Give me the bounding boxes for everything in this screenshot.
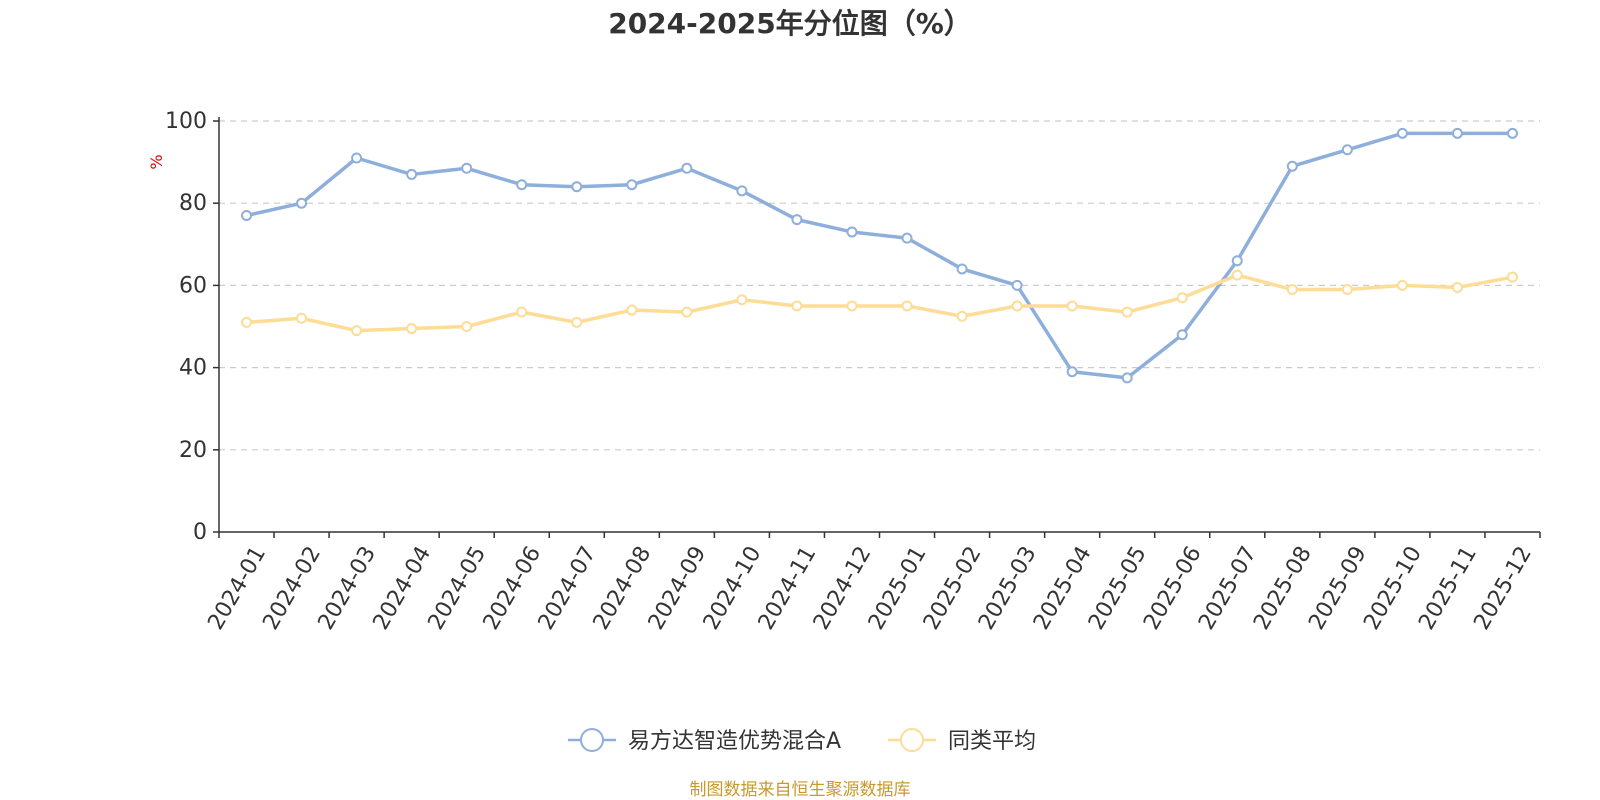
data-point [956,263,968,275]
data-point [1011,300,1023,312]
y-tick-label: 40 [179,356,207,381]
legend-item: 同类平均 [888,728,1036,754]
data-point [1451,281,1463,293]
chart-title: 2024-2025年分位图（%） [608,7,972,40]
data-point [901,232,913,244]
data-point [626,179,638,191]
series-line [244,273,1515,333]
legend-marker [900,728,924,752]
data-point [406,323,418,335]
data-point [241,316,253,328]
data-point [516,306,528,318]
data-point [351,152,363,164]
data-point [1341,144,1353,156]
y-tick-label: 100 [165,109,207,134]
data-point [626,304,638,316]
series-layer [241,127,1518,384]
data-point [791,214,803,226]
series-group [241,127,1518,384]
data-point [1231,255,1243,267]
data-point [296,197,308,209]
data-point [241,210,253,222]
data-point [571,316,583,328]
data-point [571,181,583,193]
data-point [1396,127,1408,139]
data-point [681,306,693,318]
series-line [244,131,1515,380]
data-point [1231,269,1243,281]
data-point [1066,300,1078,312]
legend-item: 易方达智造优势混合A [568,728,841,754]
data-point [1121,372,1133,384]
data-point [1011,279,1023,291]
y-axis-unit-label: % [147,154,166,169]
legend-marker [580,728,604,752]
y-tick-label: 0 [193,520,207,545]
series-group [241,269,1518,337]
x-axis-ticks: 2024-012024-022024-032024-042024-052024-… [203,532,1541,634]
data-point [681,162,693,174]
data-point [791,300,803,312]
y-tick-label: 60 [179,273,207,298]
data-point [1066,366,1078,378]
data-point [1396,279,1408,291]
data-point [1506,271,1518,283]
data-point [736,294,748,306]
data-point [1341,284,1353,296]
data-point [351,325,363,337]
data-point [1286,160,1298,172]
data-point [846,226,858,238]
y-axis-ticks: 0 20 40 60 80 100 [165,109,219,545]
legend-label: 易方达智造优势混合A [628,729,841,754]
data-point [461,321,473,332]
data-point [901,300,913,312]
data-point [516,179,528,191]
legend-label: 同类平均 [948,729,1036,754]
data-source-note: 制图数据来自恒生聚源数据库 [690,780,911,800]
y-tick-label: 20 [179,438,207,463]
data-point [296,312,308,324]
data-point [956,310,968,322]
data-point [1176,292,1188,304]
data-point [1286,284,1298,296]
grid-lines [219,120,1540,451]
data-point [846,300,858,312]
y-tick-label: 80 [179,191,207,216]
data-point [461,162,473,174]
data-point [1451,127,1463,139]
axes [218,117,1540,533]
data-point [1506,127,1518,139]
data-point [1176,329,1188,341]
data-point [736,185,748,197]
data-point [1121,306,1133,318]
data-point [406,168,418,180]
legend: 易方达智造优势混合A 同类平均 [568,728,1036,754]
